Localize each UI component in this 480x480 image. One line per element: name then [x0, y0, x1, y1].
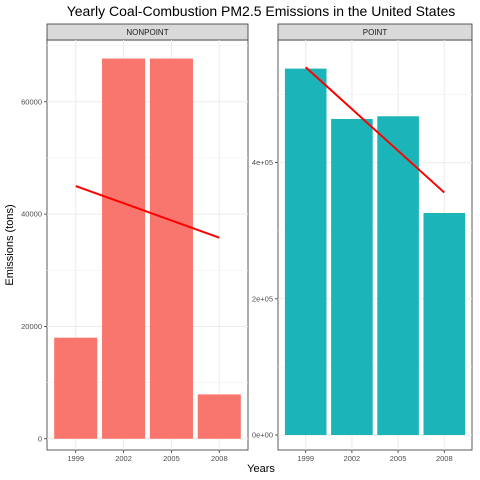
x-axis: 1999 2002 2005 2008	[297, 450, 453, 463]
y-tick-label: 2e+05	[252, 294, 273, 303]
y-tick-label: 40000	[21, 210, 42, 219]
y-tick-label: 20000	[21, 322, 42, 331]
strip-label: NONPOINT	[126, 28, 168, 37]
bar-2005	[149, 58, 193, 439]
trend	[75, 185, 220, 239]
y-tick-label: 4e+05	[252, 158, 273, 167]
panel-nonpoint: NONPOINT 0 20000 40000 60000 1999 2002 2005 20…	[21, 23, 249, 463]
y-axis-title: Emissions (tons)	[4, 204, 16, 285]
strip-background	[277, 23, 473, 41]
trend-line	[305, 66, 445, 194]
x-tick-label: 1999	[297, 454, 314, 463]
x-tick-label: 2008	[211, 454, 228, 463]
x-tick-label: 2005	[163, 454, 180, 463]
bar-2002	[102, 58, 146, 439]
strip-background	[46, 23, 249, 41]
y-tick-label: 0	[38, 434, 42, 443]
y-tick-label: 0e+00	[252, 431, 273, 440]
x-tick-label: 2008	[436, 454, 453, 463]
strip-label: POINT	[363, 28, 388, 37]
x-tick-label: 1999	[67, 454, 84, 463]
bar-1999	[54, 337, 98, 439]
x-tick-label: 2002	[115, 454, 132, 463]
chart-title: Yearly Coal-Combustion PM2.5 Emissions i…	[67, 3, 456, 19]
x-tick-label: 2005	[390, 454, 407, 463]
x-axis: 1999 2002 2005 2008	[67, 450, 228, 463]
bars	[54, 58, 241, 439]
x-axis-title: Years	[247, 463, 275, 475]
bar-2008	[423, 212, 466, 436]
bars	[284, 68, 466, 436]
panel-point: POINT 0e+00 2e+05 4e+05 1999 2002 2005 2008	[252, 23, 473, 463]
bar-1999	[284, 68, 327, 436]
y-tick-label: 60000	[21, 97, 42, 106]
trend	[305, 66, 445, 194]
x-tick-label: 2002	[344, 454, 361, 463]
bar-2005	[377, 116, 419, 436]
trend-line	[75, 185, 220, 239]
y-axis: 0e+00 2e+05 4e+05	[252, 158, 278, 440]
y-axis: 0 20000 40000 60000	[21, 97, 47, 443]
bar-2002	[331, 119, 373, 436]
bar-2008	[197, 394, 241, 439]
